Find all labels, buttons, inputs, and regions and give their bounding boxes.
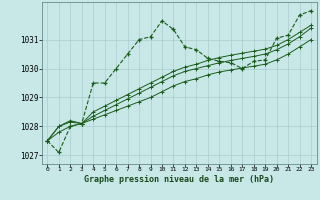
X-axis label: Graphe pression niveau de la mer (hPa): Graphe pression niveau de la mer (hPa) xyxy=(84,175,274,184)
